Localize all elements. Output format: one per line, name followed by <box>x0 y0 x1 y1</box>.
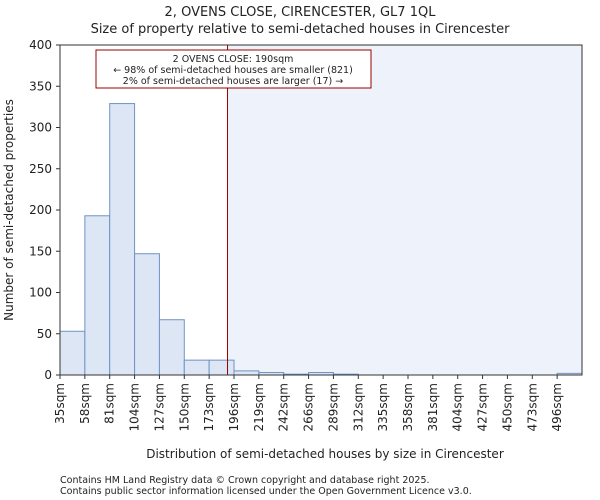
x-tick-label-266sqm: 266sqm <box>302 383 316 431</box>
y-tick-label-100: 100 <box>29 286 52 300</box>
bar-35sqm <box>59 330 86 376</box>
x-tick-label-289sqm: 289sqm <box>326 383 340 431</box>
x-tick-label-173sqm: 173sqm <box>202 383 216 431</box>
chart-title: 2, OVENS CLOSE, CIRENCESTER, GL7 1QL <box>165 5 437 20</box>
bar-104sqm <box>134 253 160 376</box>
y-tick-label-300: 300 <box>29 121 52 135</box>
x-tick-label-104sqm: 104sqm <box>128 383 142 431</box>
bars-group <box>59 103 583 376</box>
bar-127sqm <box>158 319 185 376</box>
bar-58sqm <box>84 215 111 376</box>
x-tick-label-335sqm: 335sqm <box>376 383 390 431</box>
x-tick-label-496sqm: 496sqm <box>550 383 564 431</box>
annotation-line-2: ← 98% of semi-detached houses are smalle… <box>113 65 353 76</box>
x-tick-label-196sqm: 196sqm <box>227 383 241 431</box>
x-axis: 35sqm 58sqm 81sqm 104sqm 127sqm 150sqm 173sqm 1… <box>53 375 564 431</box>
y-tick-label-200: 200 <box>29 203 52 217</box>
footer-line-1: Contains HM Land Registry data © Crown c… <box>60 475 430 486</box>
x-tick-label-358sqm: 358sqm <box>401 383 415 431</box>
y-tick-label-250: 250 <box>29 162 52 176</box>
y-axis-label: Number of semi-detached properties <box>2 99 16 321</box>
annotation-box: 2 OVENS CLOSE: 190sqm ← 98% of semi-deta… <box>95 49 372 89</box>
y-tick-label-350: 350 <box>29 79 52 93</box>
y-tick-label-0: 0 <box>44 368 52 382</box>
x-tick-label-450sqm: 450sqm <box>500 383 514 431</box>
plot-area <box>59 44 583 376</box>
x-tick-label-35sqm: 35sqm <box>53 383 67 424</box>
x-tick-label-219sqm: 219sqm <box>252 383 266 431</box>
annotation-line-3: 2% of semi-detached houses are larger (1… <box>123 76 343 87</box>
y-tick-label-150: 150 <box>29 244 52 258</box>
x-tick-label-427sqm: 427sqm <box>476 383 490 431</box>
x-tick-label-404sqm: 404sqm <box>451 383 465 431</box>
x-tick-label-381sqm: 381sqm <box>426 383 440 431</box>
y-tick-label-50: 50 <box>37 327 52 341</box>
bar-196sqm <box>233 370 260 376</box>
x-tick-label-312sqm: 312sqm <box>351 383 365 431</box>
x-tick-label-242sqm: 242sqm <box>277 383 291 431</box>
x-axis-label: Distribution of semi-detached houses by … <box>146 447 504 461</box>
x-tick-label-473sqm: 473sqm <box>525 383 539 431</box>
y-tick-label-400: 400 <box>29 38 52 52</box>
x-tick-label-127sqm: 127sqm <box>152 383 166 431</box>
bar-81sqm <box>109 103 136 376</box>
y-axis: 0 50 100 150 200 250 300 350 400 <box>29 38 60 382</box>
footer-line-2: Contains public sector information licen… <box>60 486 472 497</box>
x-tick-label-81sqm: 81sqm <box>103 383 117 424</box>
x-tick-label-150sqm: 150sqm <box>177 383 191 431</box>
right-of-marker-shade <box>227 45 582 375</box>
bar-150sqm <box>183 359 210 376</box>
annotation-line-1: 2 OVENS CLOSE: 190sqm <box>173 54 294 65</box>
bar-173sqm <box>208 359 235 376</box>
x-tick-label-58sqm: 58sqm <box>78 383 92 424</box>
chart-subtitle: Size of property relative to semi-detach… <box>91 22 511 37</box>
